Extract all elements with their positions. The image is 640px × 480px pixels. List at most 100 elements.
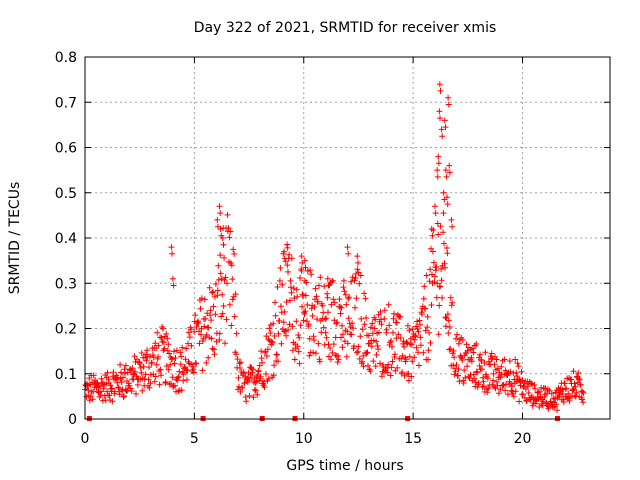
data-point xyxy=(218,313,225,320)
data-point xyxy=(461,367,468,374)
data-point xyxy=(261,384,268,391)
data-point xyxy=(366,340,373,347)
data-point xyxy=(281,248,288,255)
data-point xyxy=(409,358,416,365)
data-point xyxy=(201,296,208,303)
data-point xyxy=(386,322,393,329)
data-point xyxy=(222,340,228,347)
data-point xyxy=(311,337,318,344)
data-point xyxy=(517,382,524,389)
data-point xyxy=(313,293,320,300)
data-point xyxy=(128,388,135,395)
data-point xyxy=(414,325,421,332)
data-point xyxy=(184,376,190,383)
data-point xyxy=(370,358,377,365)
data-point xyxy=(391,351,398,358)
data-point xyxy=(457,354,464,361)
data-point xyxy=(295,348,302,355)
data-point xyxy=(233,351,240,358)
data-point xyxy=(233,330,240,337)
data-point xyxy=(206,284,213,291)
data-point xyxy=(229,276,236,283)
data-point xyxy=(381,315,388,322)
data-point xyxy=(259,359,266,366)
data-point xyxy=(208,335,215,342)
data-point xyxy=(165,366,172,373)
data-point xyxy=(515,363,522,370)
data-point xyxy=(339,322,345,329)
data-point xyxy=(313,350,319,357)
data-point xyxy=(185,329,192,336)
data-point xyxy=(343,301,350,308)
data-point xyxy=(266,325,273,332)
data-point xyxy=(420,295,427,302)
data-point xyxy=(352,270,359,277)
data-point xyxy=(367,324,374,331)
data-point xyxy=(172,382,178,389)
data-point xyxy=(378,321,385,328)
data-point xyxy=(571,380,578,387)
data-point xyxy=(177,349,184,356)
data-point xyxy=(155,342,162,349)
data-point xyxy=(521,394,528,401)
data-point xyxy=(146,384,153,391)
data-point xyxy=(177,361,184,368)
data-point xyxy=(434,173,441,180)
data-point xyxy=(183,366,190,373)
data-point xyxy=(417,334,424,341)
data-point xyxy=(219,310,226,317)
data-point xyxy=(285,268,291,275)
data-point xyxy=(391,310,397,317)
data-point xyxy=(166,350,173,357)
data-point xyxy=(449,223,456,230)
data-point xyxy=(412,332,419,339)
data-point xyxy=(324,294,331,301)
data-point xyxy=(446,162,453,169)
data-point xyxy=(415,328,422,335)
data-point xyxy=(406,327,413,334)
data-point xyxy=(359,358,366,365)
data-point xyxy=(284,244,291,251)
data-point xyxy=(214,216,221,223)
data-point xyxy=(255,368,262,375)
x-tick-label: 0 xyxy=(81,431,90,447)
data-point xyxy=(384,369,391,376)
data-point xyxy=(211,351,218,358)
data-point xyxy=(121,370,128,377)
data-point xyxy=(451,354,458,361)
data-point xyxy=(372,316,379,323)
data-point xyxy=(330,296,337,303)
data-point xyxy=(229,296,236,303)
data-point xyxy=(385,361,392,368)
data-point xyxy=(307,267,314,274)
chart-title: Day 322 of 2021, SRMTID for receiver xmi… xyxy=(194,20,497,36)
data-point xyxy=(157,366,164,373)
data-point xyxy=(276,277,283,284)
data-point xyxy=(172,355,179,361)
data-point xyxy=(171,348,177,355)
data-point xyxy=(365,332,372,339)
data-point xyxy=(155,353,162,360)
data-point xyxy=(471,375,478,382)
data-point xyxy=(160,325,166,332)
data-point xyxy=(451,371,458,378)
data-point xyxy=(163,363,170,369)
data-point xyxy=(277,303,284,310)
data-point xyxy=(435,153,442,160)
data-point xyxy=(325,282,332,289)
data-point xyxy=(114,374,121,381)
data-point xyxy=(311,304,318,310)
data-point xyxy=(321,341,328,348)
data-point xyxy=(495,390,502,397)
data-point xyxy=(198,331,204,338)
data-point xyxy=(482,349,489,356)
data-point xyxy=(133,390,139,397)
data-point xyxy=(169,250,176,257)
data-point xyxy=(217,226,224,232)
data-point xyxy=(212,281,219,287)
data-point xyxy=(438,277,445,284)
data-point xyxy=(305,321,312,328)
data-point xyxy=(159,338,166,345)
data-point xyxy=(330,341,337,348)
data-point xyxy=(158,372,164,379)
